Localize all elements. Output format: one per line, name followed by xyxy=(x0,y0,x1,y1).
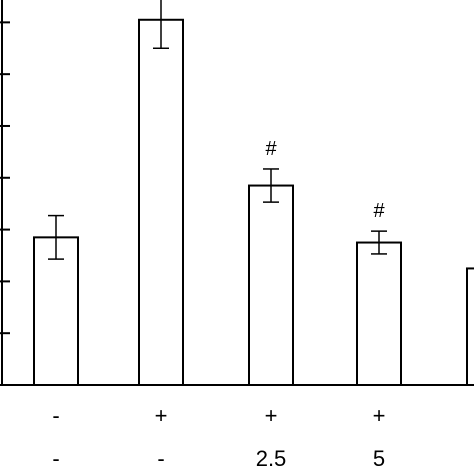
condition-label: - xyxy=(52,446,59,471)
condition-label: - xyxy=(52,403,59,428)
significance-marker: # xyxy=(373,200,385,222)
error-bar xyxy=(263,168,279,203)
significance-marker: # xyxy=(265,138,277,160)
condition-label: + xyxy=(265,403,278,428)
condition-label: + xyxy=(155,403,168,428)
bars xyxy=(33,18,474,386)
condition-label: 2.5 xyxy=(256,446,287,471)
condition-label: + xyxy=(373,403,386,428)
significance-markers: *## xyxy=(265,138,385,222)
condition-label: 5 xyxy=(373,446,385,471)
error-bars xyxy=(48,0,387,260)
bar xyxy=(466,267,474,386)
error-bar xyxy=(371,230,387,255)
y-ticks xyxy=(0,21,10,386)
condition-label: - xyxy=(157,446,164,471)
bar xyxy=(248,184,294,386)
error-bar xyxy=(153,0,169,50)
bar xyxy=(138,18,184,386)
error-bar xyxy=(48,214,64,260)
bar xyxy=(356,241,402,386)
condition-labels: - + + + - - 2.5 5 xyxy=(52,403,385,471)
